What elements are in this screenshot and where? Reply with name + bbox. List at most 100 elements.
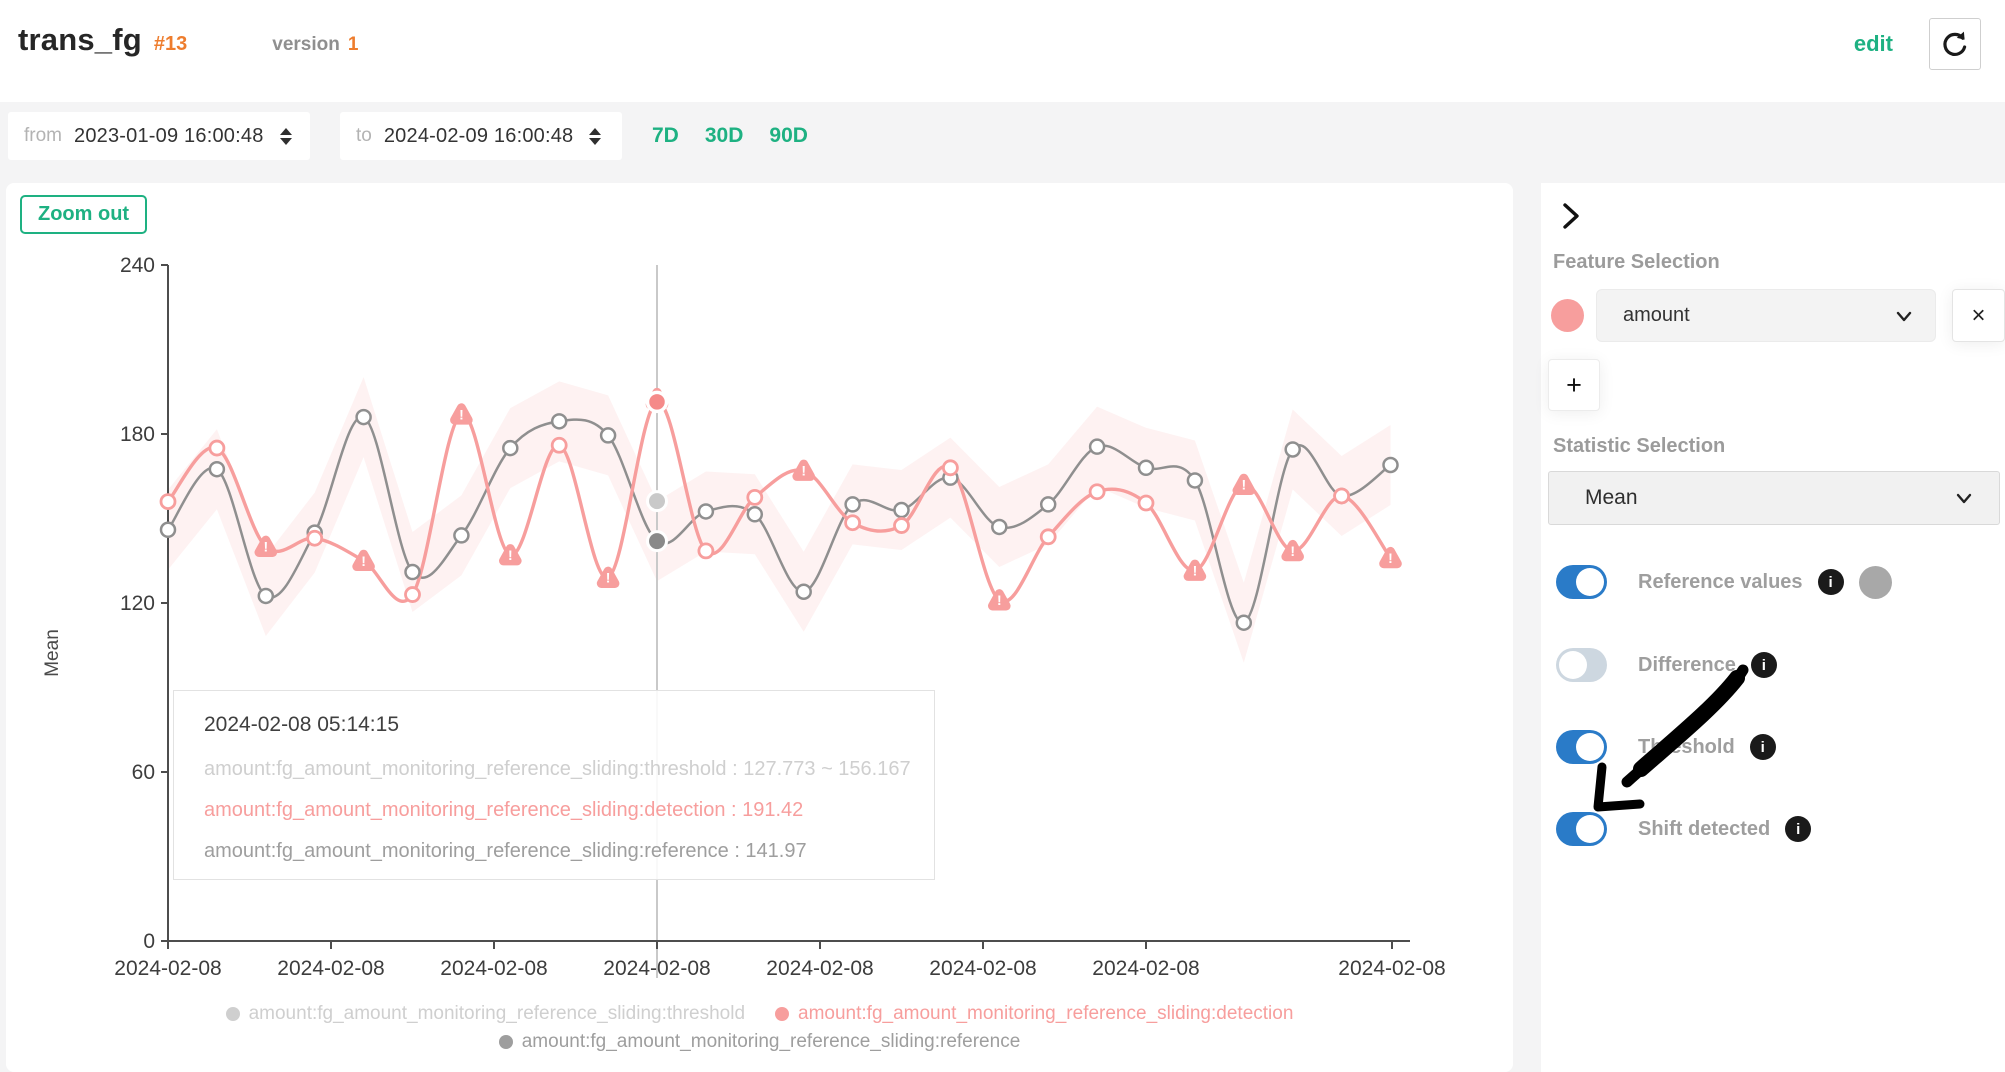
legend-row: amount:fg_amount_monitoring_reference_sl…	[498, 1031, 1021, 1053]
date-stepper-icon[interactable]	[589, 127, 602, 145]
toggle-knob	[1576, 568, 1604, 596]
tooltip-detection-row: amount:fg_amount_monitoring_reference_sl…	[204, 799, 804, 821]
threshold-toggle-row: Threshold i	[1556, 730, 1776, 764]
info-icon[interactable]: i	[1750, 652, 1777, 678]
svg-text:!: !	[1193, 563, 1198, 579]
statistic-selection-label: Statistic Selection	[1553, 435, 1726, 457]
timeseries-chart[interactable]: 0 60 120 180 240 2024-02-08 2024-02-08 2024-02-…	[6, 183, 1513, 998]
svg-text:Mean: Mean	[42, 629, 63, 677]
range-7d-button[interactable]: 7D	[652, 124, 679, 147]
header-actions: edit	[1854, 18, 1981, 70]
tooltip-timestamp: 2024-02-08 05:14:15	[204, 713, 399, 736]
svg-text:2024-02-08: 2024-02-08	[277, 957, 384, 980]
svg-text:!: !	[1241, 477, 1246, 493]
svg-text:2024-02-08: 2024-02-08	[114, 957, 221, 980]
legend-item-detection[interactable]: amount:fg_amount_monitoring_reference_sl…	[775, 1003, 1293, 1025]
detection-legend-dot	[775, 1007, 790, 1021]
threshold-toggle[interactable]	[1556, 730, 1607, 764]
reference-legend-dot	[498, 1035, 513, 1049]
svg-text:240: 240	[120, 254, 155, 277]
svg-text:0: 0	[143, 930, 155, 953]
chevron-down-icon	[1956, 493, 1972, 504]
statistic-select-dropdown[interactable]: Mean	[1548, 471, 2000, 525]
feature-select-dropdown[interactable]: amount	[1596, 289, 1936, 342]
remove-feature-button[interactable]: ×	[1952, 289, 2005, 342]
refresh-button[interactable]	[1929, 18, 1981, 70]
svg-text:60: 60	[132, 761, 155, 784]
monitoring-chart-panel: 0 60 120 180 240 2024-02-08 2024-02-08 2024-02-…	[6, 183, 1513, 1072]
legend-label: amount:fg_amount_monitoring_reference_sl…	[248, 1003, 746, 1024]
toggle-knob	[1576, 815, 1604, 843]
toggle-label: Threshold	[1638, 735, 1735, 758]
feature-selector-row: amount ×	[1541, 289, 2005, 342]
chart-legend: amount:fg_amount_monitoring_reference_sl…	[6, 1003, 1513, 1053]
toggle-knob	[1559, 651, 1587, 679]
feature-color-swatch	[1551, 299, 1584, 332]
edit-button[interactable]: edit	[1853, 31, 1893, 56]
chevron-down-icon	[1896, 311, 1912, 321]
svg-text:180: 180	[120, 423, 155, 446]
chart-settings-sidebar: Feature Selection amount × + Statistic S…	[1541, 183, 2005, 1072]
shift-detected-toggle-row: Shift detected i	[1556, 812, 1812, 846]
title-group: trans_fg #13 version 1	[18, 22, 358, 58]
svg-text:2024-02-08: 2024-02-08	[929, 957, 1036, 980]
info-icon[interactable]: i	[1749, 734, 1776, 760]
legend-row: amount:fg_amount_monitoring_reference_sl…	[225, 1003, 1293, 1025]
legend-label: amount:fg_amount_monitoring_reference_sl…	[798, 1003, 1294, 1024]
from-label: from	[24, 125, 62, 146]
svg-text:2024-02-08: 2024-02-08	[1092, 957, 1199, 980]
svg-text:!: !	[361, 553, 366, 569]
svg-text:!: !	[459, 406, 464, 422]
svg-text:2024-02-08: 2024-02-08	[603, 957, 710, 980]
time-filter-bar: from 2023-01-09 16:00:48 to 2024-02-09 1…	[0, 102, 2005, 182]
date-stepper-icon[interactable]	[279, 127, 292, 145]
selected-feature: amount	[1623, 304, 1690, 326]
info-icon[interactable]: i	[1785, 816, 1812, 842]
reference-color-swatch[interactable]	[1858, 565, 1892, 599]
toggle-label: Shift detected	[1638, 817, 1771, 840]
to-date-value: 2024-02-09 16:00:48	[383, 124, 574, 147]
svg-text:!: !	[606, 570, 611, 586]
svg-text:!: !	[1388, 550, 1393, 566]
zoom-out-button[interactable]: Zoom out	[20, 195, 148, 234]
add-feature-button[interactable]: +	[1548, 359, 1600, 411]
svg-text:2024-02-08: 2024-02-08	[766, 957, 873, 980]
legend-item-threshold[interactable]: amount:fg_amount_monitoring_reference_sl…	[225, 1003, 746, 1025]
svg-text:!: !	[801, 463, 806, 479]
feature-group-id-badge: #13	[153, 33, 188, 55]
tooltip-reference-row: amount:fg_amount_monitoring_reference_sl…	[204, 840, 807, 862]
version-value: 1	[347, 34, 359, 55]
refresh-icon	[1943, 31, 1967, 56]
info-icon[interactable]: i	[1817, 569, 1844, 595]
svg-text:!: !	[997, 592, 1002, 608]
difference-toggle-row: Difference i	[1556, 648, 1777, 682]
svg-text:2024-02-08: 2024-02-08	[1338, 957, 1445, 980]
quick-range-links: 7D 30D 90D	[652, 124, 808, 148]
range-30d-button[interactable]: 30D	[704, 124, 744, 147]
svg-text:!: !	[508, 547, 513, 563]
from-date-picker[interactable]: from 2023-01-09 16:00:48	[8, 112, 310, 160]
collapse-sidebar-button[interactable]	[1553, 199, 1587, 233]
svg-text:!: !	[263, 539, 268, 555]
svg-text:!: !	[1290, 543, 1295, 559]
svg-text:2024-02-08: 2024-02-08	[440, 957, 547, 980]
legend-item-reference[interactable]: amount:fg_amount_monitoring_reference_sl…	[498, 1031, 1021, 1053]
svg-text:120: 120	[120, 592, 155, 615]
feature-selection-label: Feature Selection	[1553, 251, 1720, 273]
app-header: trans_fg #13 version 1 edit	[0, 0, 2005, 102]
shift-detected-toggle[interactable]	[1556, 812, 1607, 846]
chart-tooltip: 2024-02-08 05:14:15 amount:fg_amount_mon…	[173, 690, 935, 880]
legend-label: amount:fg_amount_monitoring_reference_sl…	[521, 1031, 1021, 1052]
difference-toggle[interactable]	[1556, 648, 1607, 682]
reference-values-toggle[interactable]	[1556, 565, 1607, 599]
selected-statistic: Mean	[1585, 486, 1638, 509]
range-90d-button[interactable]: 90D	[769, 124, 808, 147]
toggle-label: Difference	[1638, 653, 1736, 676]
from-date-value: 2023-01-09 16:00:48	[74, 124, 264, 147]
tooltip-threshold-row: amount:fg_amount_monitoring_reference_sl…	[204, 758, 911, 780]
to-date-picker[interactable]: to 2024-02-09 16:00:48	[340, 112, 622, 160]
toggle-knob	[1576, 733, 1604, 761]
toggle-label: Reference values	[1638, 570, 1803, 593]
reference-values-toggle-row: Reference values i	[1556, 565, 1892, 599]
page-title: trans_fg	[18, 22, 142, 57]
